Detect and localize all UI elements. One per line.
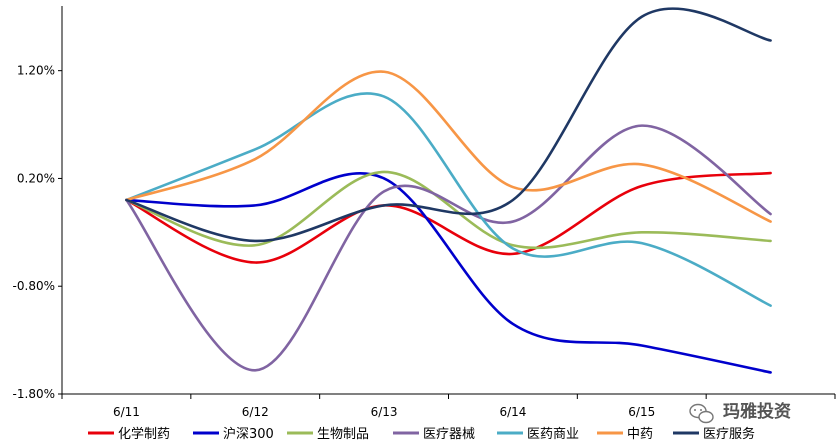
axes: -1.80% -0.80% 0.20% 1.20% 6/11 6/12 6/13 6/14 6/…: [13, 6, 836, 419]
legend-label: 化学制药: [118, 426, 170, 442]
legend-item: 化学制药: [88, 426, 170, 442]
legend-item: 医药商业: [497, 427, 579, 442]
legend-item: 医疗服务: [673, 426, 755, 442]
series-line-3: [125, 124, 772, 372]
legend-label: 沪深300: [223, 426, 274, 442]
legend-item: 中药: [597, 427, 653, 442]
x-tick-label: 6/14: [499, 405, 526, 419]
x-tick-label: 6/12: [242, 405, 269, 419]
y-tick-label: 0.20%: [17, 171, 55, 185]
watermark: 玛雅投资: [689, 401, 791, 424]
watermark-text: 玛雅投资: [723, 401, 791, 422]
legend-label: 医疗器械: [423, 427, 475, 442]
series-line-5: [125, 70, 772, 223]
series-line-2: [125, 170, 772, 250]
y-tick-label: 1.20%: [17, 64, 55, 78]
legend: 化学制药 沪深300 生物制品 医疗器械 医药商业 中药 医疗服务: [88, 426, 755, 442]
series-line-6: [125, 7, 772, 243]
wechat-icon: [689, 403, 714, 424]
legend-item: 医疗器械: [393, 427, 475, 442]
legend-label: 医疗服务: [703, 426, 755, 442]
y-tick-label: -1.80%: [13, 387, 55, 401]
legend-label: 医药商业: [527, 427, 579, 442]
x-tick-label: 6/13: [371, 405, 398, 419]
legend-label: 生物制品: [317, 427, 369, 442]
legend-item: 沪深300: [193, 426, 274, 442]
legend-item: 生物制品: [287, 427, 369, 442]
series-line-0: [125, 171, 772, 264]
legend-label: 中药: [627, 427, 653, 442]
series-line-1: [125, 172, 772, 374]
y-tick-label: -0.80%: [13, 279, 55, 293]
x-tick-label: 6/15: [628, 405, 655, 419]
series-layer: [125, 7, 772, 374]
x-tick-label: 6/11: [113, 405, 140, 419]
series-line-4: [125, 92, 772, 307]
